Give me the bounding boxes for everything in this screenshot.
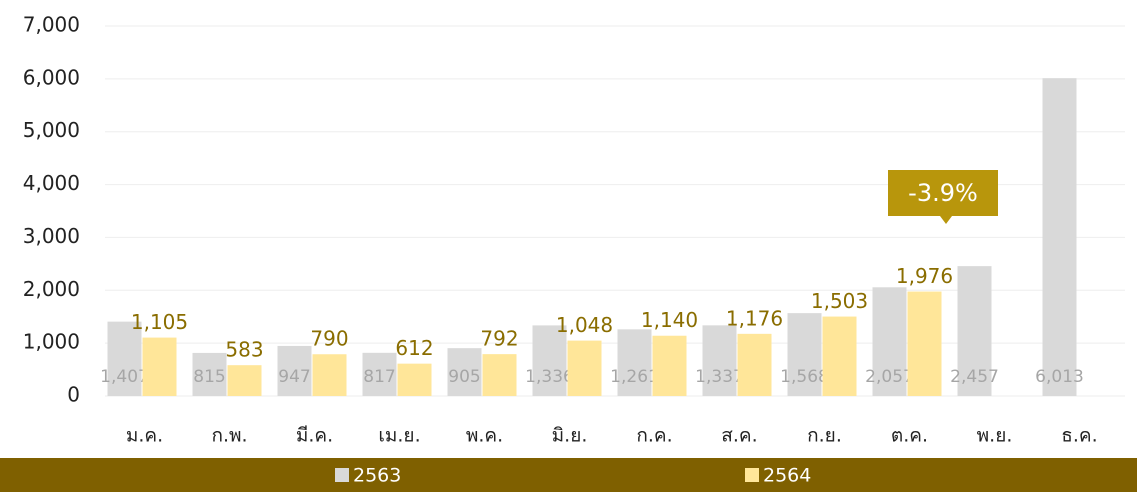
value-label: 815 bbox=[193, 367, 225, 387]
legend-label: 2564 bbox=[763, 465, 811, 487]
x-tick-label: ก.ย. bbox=[807, 425, 842, 447]
bar bbox=[957, 266, 992, 396]
bar bbox=[907, 291, 942, 396]
value-label: 1,336 bbox=[525, 367, 574, 387]
value-label: 1,105 bbox=[131, 310, 188, 334]
value-label: 1,337 bbox=[695, 367, 744, 387]
value-label: 6,013 bbox=[1035, 367, 1084, 387]
bar bbox=[397, 363, 432, 396]
value-label: 1,976 bbox=[896, 264, 953, 288]
legend-swatch bbox=[335, 468, 349, 482]
bar bbox=[787, 313, 822, 396]
x-tick-label: ธ.ค. bbox=[1061, 425, 1097, 447]
bar bbox=[482, 354, 517, 396]
legend-swatch bbox=[745, 468, 759, 482]
annotation: -3.9% bbox=[908, 179, 978, 207]
x-tick-label: ต.ค. bbox=[891, 425, 928, 447]
bar bbox=[1042, 78, 1077, 397]
x-tick-label: ก.พ. bbox=[211, 425, 247, 447]
bar bbox=[532, 325, 567, 396]
bar bbox=[362, 352, 397, 396]
bar bbox=[737, 333, 772, 396]
x-tick-label: ม.ค. bbox=[126, 425, 163, 447]
x-tick-label: พ.ย. bbox=[977, 425, 1013, 447]
y-tick-label: 2,000 bbox=[23, 277, 80, 301]
bar bbox=[192, 352, 227, 396]
legend-label: 2563 bbox=[353, 465, 401, 487]
value-label: 817 bbox=[363, 367, 395, 387]
y-tick-label: 7,000 bbox=[23, 13, 80, 37]
legend-band bbox=[0, 458, 1137, 492]
value-label: 1,048 bbox=[556, 313, 613, 337]
y-tick-label: 1,000 bbox=[23, 330, 80, 354]
value-label: 947 bbox=[278, 367, 310, 387]
bar bbox=[702, 325, 737, 396]
value-label: 790 bbox=[310, 327, 348, 351]
bar bbox=[567, 340, 602, 396]
value-label: 583 bbox=[225, 338, 263, 362]
y-tick-label: 3,000 bbox=[23, 224, 80, 248]
bar bbox=[822, 316, 857, 396]
x-tick-label: พ.ค. bbox=[466, 425, 503, 447]
value-label: 1,261 bbox=[610, 367, 659, 387]
bar bbox=[277, 345, 312, 396]
bar bbox=[312, 354, 347, 396]
callout bbox=[888, 170, 998, 224]
value-label: 2,057 bbox=[865, 367, 914, 387]
y-tick-label: 6,000 bbox=[23, 65, 80, 89]
x-tick-label: มี.ค. bbox=[296, 425, 333, 447]
bar bbox=[142, 337, 177, 396]
value-label: 905 bbox=[448, 367, 480, 387]
x-tick-label: ก.ค. bbox=[636, 425, 672, 447]
value-label: 1,407 bbox=[100, 367, 149, 387]
bar bbox=[447, 348, 482, 396]
x-tick-label: มิ.ย. bbox=[552, 425, 588, 447]
bar bbox=[652, 335, 687, 396]
value-label: 792 bbox=[480, 327, 518, 351]
bar bbox=[107, 321, 142, 396]
value-label: 1,176 bbox=[726, 306, 783, 330]
value-label: 612 bbox=[395, 336, 433, 360]
value-label: 1,503 bbox=[811, 289, 868, 313]
value-label: 1,568 bbox=[780, 367, 829, 387]
y-tick-label: 5,000 bbox=[23, 118, 80, 142]
y-tick-label: 0 bbox=[67, 383, 80, 407]
x-tick-label: ส.ค. bbox=[721, 425, 757, 447]
value-label: 2,457 bbox=[950, 367, 999, 387]
bar bbox=[617, 329, 652, 396]
y-tick-label: 4,000 bbox=[23, 171, 80, 195]
value-label: 1,140 bbox=[641, 308, 698, 332]
bar bbox=[872, 287, 907, 396]
x-tick-label: เม.ย. bbox=[378, 425, 420, 447]
bar bbox=[227, 365, 262, 396]
